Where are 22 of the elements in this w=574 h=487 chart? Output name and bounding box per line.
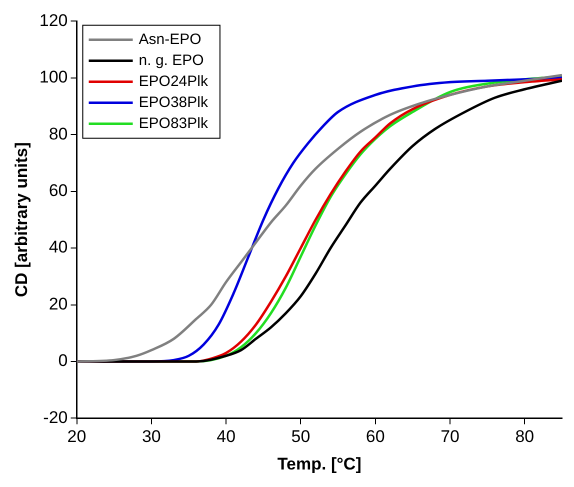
- y-tick-label: 100: [39, 68, 68, 87]
- y-tick-label: 0: [58, 351, 68, 370]
- x-tick-label: 70: [440, 427, 460, 446]
- x-tick-label: 40: [216, 427, 236, 446]
- x-tick-label: 30: [142, 427, 161, 446]
- y-tick-label: 40: [48, 238, 68, 257]
- legend-label: EPO38Plk: [138, 94, 208, 111]
- legend-label: n. g. EPO: [138, 52, 204, 69]
- x-axis-title: Temp. [°C]: [277, 454, 362, 474]
- y-tick-label: -20: [43, 408, 68, 427]
- x-tick-label: 80: [515, 427, 534, 446]
- y-tick-label: 120: [39, 10, 68, 30]
- legend-label: EPO24Plk: [138, 72, 208, 90]
- y-axis-title: CD [arbitrary units]: [12, 142, 31, 298]
- legend-label: EPO83Plk: [138, 114, 208, 132]
- x-tick-label: 50: [291, 427, 310, 446]
- y-tick-label: 80: [48, 124, 68, 144]
- legend-label: Asn-EPO: [138, 30, 202, 48]
- y-tick-label: 20: [48, 294, 68, 314]
- x-tick-label: 20: [67, 427, 86, 446]
- x-tick-label: 60: [366, 427, 385, 446]
- y-tick-label: 60: [48, 181, 68, 200]
